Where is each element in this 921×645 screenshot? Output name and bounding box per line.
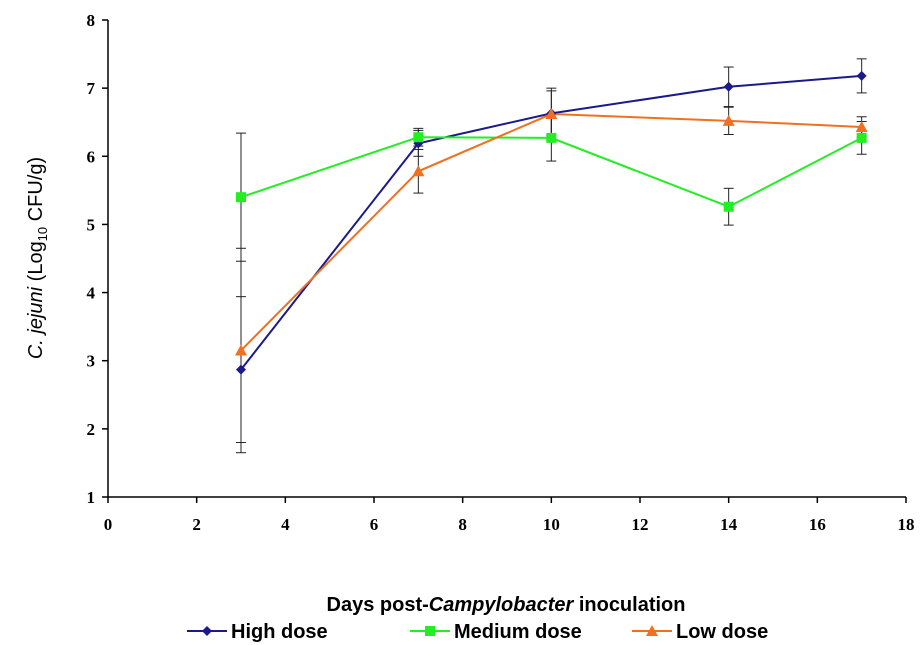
high-dose-point bbox=[723, 81, 734, 92]
y-axis-title-base: (Log bbox=[25, 241, 47, 287]
legend-low-dose-marker bbox=[646, 625, 658, 636]
y-axis-title-italic: C. jejuni bbox=[25, 286, 47, 359]
y-tick-label: 5 bbox=[87, 215, 96, 234]
legend-high-dose-marker bbox=[202, 626, 212, 636]
legend-low-dose-label: Low dose bbox=[676, 621, 768, 643]
x-axis-title: Days post-Campylobacter inoculation bbox=[327, 594, 686, 616]
legend-high-dose-label: High dose bbox=[231, 621, 328, 643]
y-axis-title-unit: CFU/g) bbox=[25, 157, 47, 227]
medium-dose-point bbox=[236, 192, 246, 203]
low-dose-point bbox=[412, 165, 425, 177]
legend-medium-dose-marker bbox=[425, 626, 435, 636]
y-tick-label: 2 bbox=[87, 420, 96, 439]
medium-dose-point bbox=[546, 132, 557, 143]
high-dose-point bbox=[236, 364, 246, 375]
x-tick-label: 8 bbox=[458, 515, 467, 534]
low-dose-point bbox=[722, 114, 735, 126]
x-ticks: 0 2 4 6 8 10 12 14 16 18 bbox=[104, 497, 915, 534]
x-axis-title-suffix: inoculation bbox=[573, 594, 685, 616]
axes bbox=[107, 20, 906, 498]
low-dose-point bbox=[235, 344, 247, 356]
x-tick-label: 10 bbox=[543, 515, 560, 534]
low-dose-point bbox=[545, 108, 558, 120]
y-tick-label: 1 bbox=[87, 488, 96, 507]
x-tick-label: 16 bbox=[809, 515, 826, 534]
x-tick-label: 0 bbox=[104, 515, 113, 534]
x-axis-title-italic: Campylobacter bbox=[429, 594, 575, 616]
y-tick-label: 6 bbox=[87, 147, 96, 166]
x-tick-label: 2 bbox=[192, 515, 201, 534]
x-tick-label: 6 bbox=[370, 515, 379, 534]
y-ticks: 1 2 3 4 5 6 7 8 bbox=[87, 11, 108, 507]
medium-dose-point bbox=[723, 201, 734, 212]
y-axis-title-subscript: 10 bbox=[35, 227, 50, 241]
medium-dose-point bbox=[413, 132, 424, 143]
low-dose-point bbox=[855, 120, 868, 132]
legend: High dose Medium dose Low dose bbox=[187, 621, 768, 643]
x-tick-label: 12 bbox=[632, 515, 649, 534]
medium-dose-point bbox=[856, 132, 867, 143]
y-tick-label: 3 bbox=[87, 352, 96, 371]
y-tick-label: 7 bbox=[87, 79, 96, 98]
x-tick-label: 14 bbox=[720, 515, 738, 534]
x-axis-title-prefix: Days post- bbox=[327, 594, 429, 616]
legend-medium-dose-label: Medium dose bbox=[454, 621, 582, 643]
y-tick-label: 8 bbox=[87, 11, 96, 30]
high-dose-point bbox=[856, 70, 867, 81]
y-axis-title: C. jejuni (Log10 CFU/g) bbox=[25, 157, 50, 359]
x-tick-label: 18 bbox=[898, 515, 915, 534]
x-tick-label: 4 bbox=[281, 515, 290, 534]
markers bbox=[235, 70, 868, 375]
y-tick-label: 4 bbox=[87, 284, 96, 303]
